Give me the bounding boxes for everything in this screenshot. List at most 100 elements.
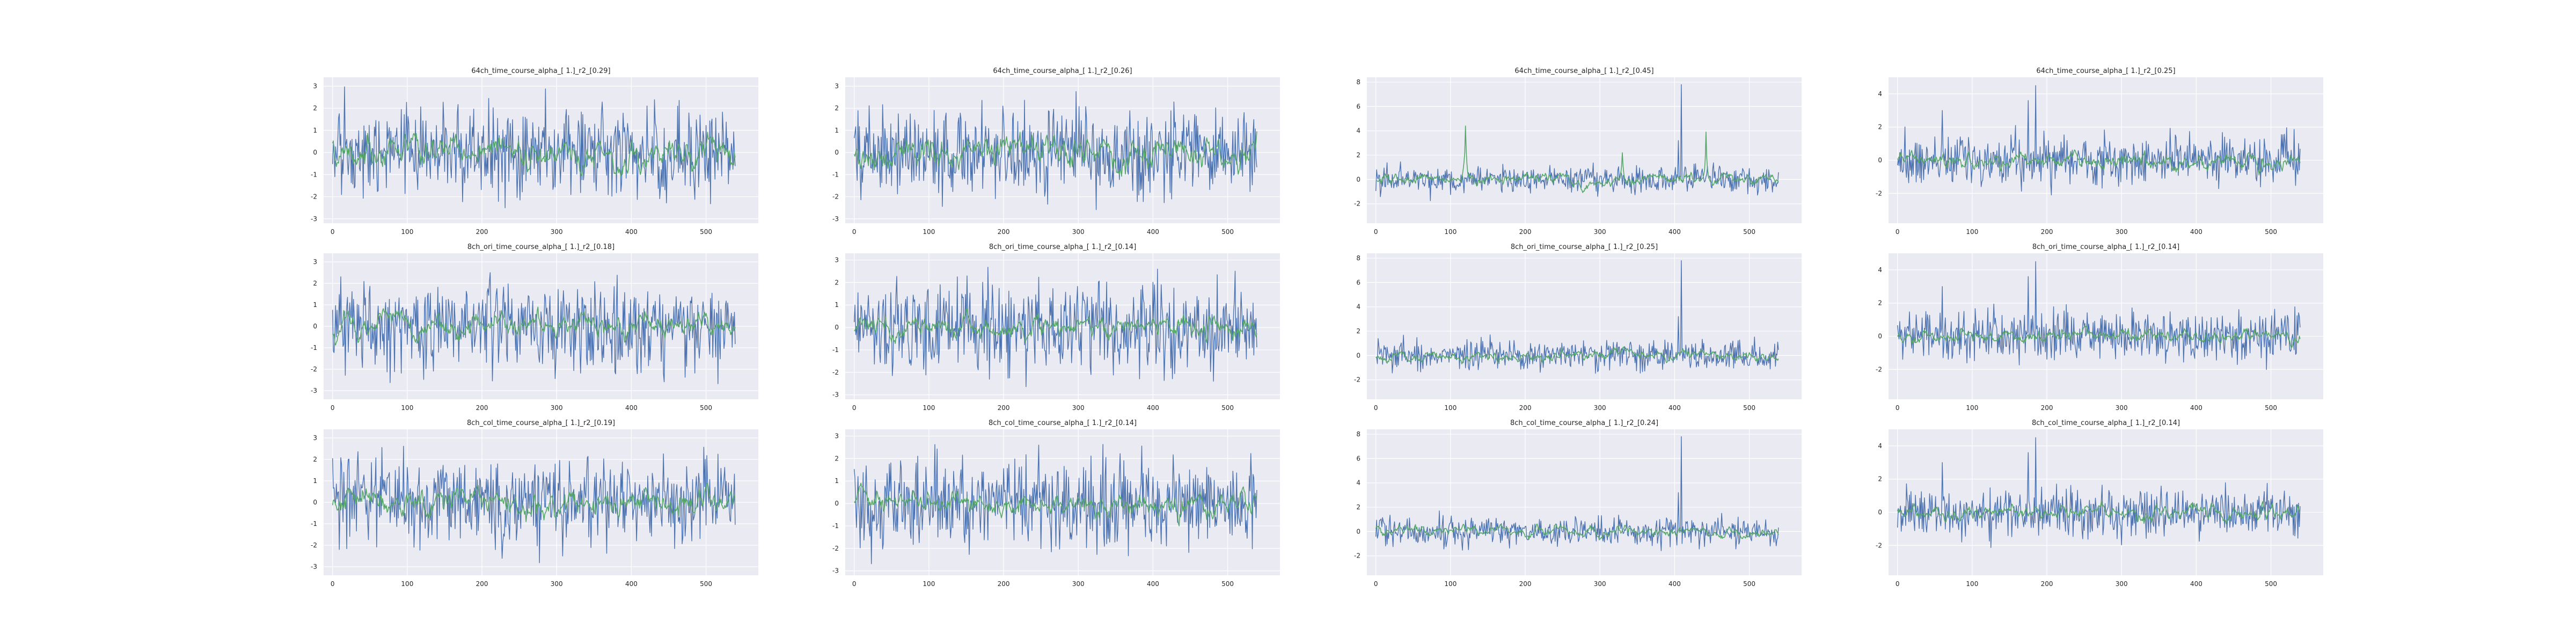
x-tick-label: 400	[625, 404, 638, 412]
series-line-green	[332, 306, 736, 346]
series-line-green	[1375, 523, 1779, 540]
x-tick-label: 300	[1594, 404, 1606, 412]
y-tick-label: 3	[835, 433, 839, 440]
y-tick-label: 2	[1878, 475, 1882, 483]
y-tick-label: 0	[1356, 352, 1360, 359]
x-tick-label: 500	[700, 580, 712, 588]
y-tick-label: -2	[1354, 376, 1360, 384]
y-tick-label: 2	[835, 455, 839, 462]
y-tick-label: -2	[832, 545, 839, 552]
y-tick-label: -1	[311, 171, 317, 178]
x-tick-label: 100	[923, 228, 935, 236]
x-tick-label: 100	[923, 580, 935, 588]
y-tick-label: 2	[835, 279, 839, 286]
y-tick-label: 0	[1878, 157, 1882, 164]
x-tick-label: 500	[2265, 228, 2277, 236]
series-line-blue	[1897, 437, 2301, 548]
y-tick-label: -1	[832, 522, 839, 530]
y-tick-label: 2	[1878, 123, 1882, 131]
y-tick-label: -1	[311, 520, 317, 528]
x-tick-label: 400	[1147, 404, 1159, 412]
series-line-green	[1375, 125, 1779, 193]
x-tick-label: 100	[1966, 404, 1978, 412]
y-tick-label: 1	[835, 301, 839, 309]
y-tick-label: 1	[313, 301, 317, 309]
x-tick-label: 0	[852, 580, 857, 588]
y-tick-label: 0	[835, 500, 839, 507]
x-tick-label: 400	[1147, 228, 1159, 236]
y-tick-label: -2	[1876, 189, 1882, 197]
y-tick-label: 0	[835, 324, 839, 331]
y-tick-label: -1	[311, 344, 317, 352]
x-tick-label: 400	[2190, 404, 2202, 412]
y-tick-label: -2	[1876, 365, 1882, 373]
y-tick-label: 8	[1356, 254, 1360, 262]
series-line-green	[1897, 149, 2301, 175]
series-line-green	[854, 308, 1257, 344]
y-tick-label: 2	[835, 105, 839, 112]
x-tick-label: 400	[1668, 404, 1681, 412]
y-tick-label: -2	[1354, 200, 1360, 208]
y-tick-label: 1	[835, 477, 839, 485]
x-tick-label: 400	[625, 580, 638, 588]
x-tick-label: 300	[551, 228, 563, 236]
x-tick-label: 200	[476, 404, 488, 412]
x-tick-label: 200	[1519, 228, 1532, 236]
y-tick-label: 3	[313, 434, 317, 442]
x-tick-label: 400	[2190, 580, 2202, 588]
x-tick-label: 0	[852, 404, 857, 412]
x-tick-label: 0	[331, 228, 335, 236]
y-tick-label: 8	[1356, 430, 1360, 438]
subplot-title: 64ch_time_course_alpha_[ 1.]_r2_[0.45]	[1514, 67, 1653, 75]
subplot-panel: 0 100 200 300 400 500 -3 -2 -1 0 1 2 3 8ch_col_time_c…	[832, 419, 1280, 588]
y-tick-label: 8	[1356, 78, 1360, 86]
subplot-title: 64ch_time_course_alpha_[ 1.]_r2_[0.25]	[2036, 67, 2175, 75]
y-tick-label: -1	[832, 171, 839, 178]
x-tick-label: 100	[401, 228, 413, 236]
x-tick-label: 500	[700, 228, 712, 236]
x-tick-label: 0	[331, 580, 335, 588]
series-line-green	[1897, 501, 2301, 524]
x-tick-label: 500	[1743, 404, 1755, 412]
y-tick-label: 1	[835, 127, 839, 134]
x-tick-label: 200	[476, 228, 488, 236]
x-tick-label: 300	[551, 404, 563, 412]
series-line-green	[1897, 325, 2301, 348]
plot-area	[1367, 253, 1802, 399]
y-tick-label: -1	[832, 346, 839, 354]
x-tick-label: 300	[2116, 228, 2128, 236]
x-tick-label: 200	[1519, 404, 1532, 412]
y-tick-label: 2	[313, 105, 317, 112]
subplot-panel: 0 100 200 300 400 500 -2 0 2 4 8ch_ori_time_course…	[1876, 243, 2323, 412]
y-tick-label: -2	[311, 193, 317, 201]
subplot-panel: 0 100 200 300 400 500 -2 0 2 4 6 8 8ch_col_time_cour…	[1354, 419, 1802, 588]
x-tick-label: 100	[1444, 228, 1457, 236]
x-tick-label: 500	[1221, 580, 1234, 588]
x-tick-label: 0	[1374, 228, 1378, 236]
y-tick-label: 4	[1878, 90, 1882, 98]
x-tick-label: 500	[1743, 580, 1755, 588]
plot-area	[1367, 77, 1802, 223]
x-tick-label: 200	[2041, 580, 2053, 588]
y-tick-label: 4	[1878, 442, 1882, 450]
subplot-panel: 0 100 200 300 400 500 -3 -2 -1 0 1 2 3 8ch_ori_time_c…	[832, 243, 1280, 412]
y-tick-label: -2	[311, 541, 317, 549]
series-line-green	[332, 131, 736, 177]
y-tick-label: 0	[1356, 175, 1360, 183]
y-tick-label: 1	[313, 127, 317, 134]
x-tick-label: 0	[1896, 404, 1900, 412]
x-tick-label: 200	[476, 580, 488, 588]
x-tick-label: 200	[998, 228, 1010, 236]
subplot-title: 64ch_time_course_alpha_[ 1.]_r2_[0.26]	[993, 67, 1132, 75]
y-tick-label: -2	[832, 369, 839, 376]
y-tick-label: 0	[1878, 509, 1882, 516]
y-tick-label: -3	[832, 567, 839, 575]
x-tick-label: 300	[1594, 228, 1606, 236]
subplot-title: 8ch_col_time_course_alpha_[ 1.]_r2_[0.19…	[467, 419, 615, 427]
x-tick-label: 500	[2265, 580, 2277, 588]
x-tick-label: 0	[852, 228, 857, 236]
x-tick-label: 400	[625, 228, 638, 236]
y-tick-label: 2	[1356, 503, 1360, 511]
x-tick-label: 500	[1743, 228, 1755, 236]
